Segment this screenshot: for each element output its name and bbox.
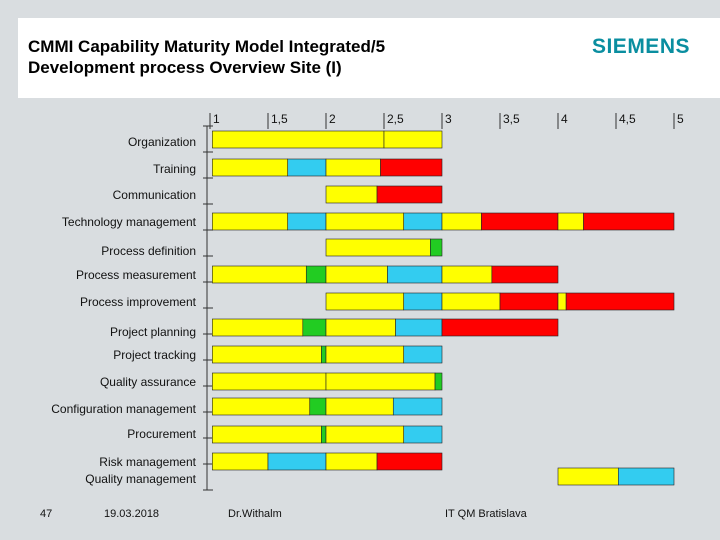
row-label: Training <box>153 162 196 176</box>
title-banner: CMMI Capability Maturity Model Integrate… <box>18 18 720 98</box>
bar-segment <box>212 372 327 391</box>
bar-segment <box>403 292 443 311</box>
x-tick-label: 5 <box>677 112 684 126</box>
bar-segment <box>557 467 619 486</box>
footer-department: IT QM Bratislava <box>445 508 527 520</box>
bar-segment <box>376 185 443 204</box>
bar-segment <box>325 345 405 364</box>
bar-segment <box>376 452 443 471</box>
bar-segment <box>309 397 327 416</box>
row-label: Communication <box>113 188 196 202</box>
bar-segment <box>387 265 443 284</box>
page-number: 47 <box>40 508 53 520</box>
bar-segment <box>212 212 289 231</box>
bar-segment <box>441 292 501 311</box>
bar-segment <box>212 425 322 444</box>
bar-segment <box>325 238 431 257</box>
bar-segment <box>302 318 327 337</box>
slide-title: CMMI Capability Maturity Model Integrate… <box>28 36 385 78</box>
row-label: Project tracking <box>113 348 196 362</box>
x-tick-label: 1 <box>213 112 220 126</box>
bar-segment <box>325 158 381 177</box>
bar-segment <box>325 397 394 416</box>
title-line-2: Development process Overview Site (I) <box>28 58 342 77</box>
bar-segment <box>565 292 675 311</box>
bar-segment <box>557 212 584 231</box>
bar-segment <box>325 372 436 391</box>
bar-segment <box>325 318 396 337</box>
bar-segment <box>395 318 443 337</box>
bar-segment <box>325 292 405 311</box>
bar-segment <box>392 397 443 416</box>
bar-segment <box>383 130 443 149</box>
bar-segment <box>380 158 443 177</box>
bar-segment <box>441 318 559 337</box>
bar-segment <box>441 265 493 284</box>
x-tick-label: 2,5 <box>387 112 404 126</box>
bar-segment <box>403 212 443 231</box>
row-label: Quality management <box>85 472 196 486</box>
bar-segment <box>212 158 289 177</box>
row-label: Process measurement <box>76 268 197 282</box>
row-label: Configuration management <box>51 402 196 416</box>
bar-segment <box>491 265 559 284</box>
row-label: Technology management <box>62 215 197 229</box>
footer-author: Dr.Withalm <box>228 508 282 520</box>
bar-segment <box>430 238 443 257</box>
bar-segment <box>212 397 311 416</box>
bar-segment <box>325 185 378 204</box>
row-label: Project planning <box>110 325 196 339</box>
row-label: Procurement <box>127 427 196 441</box>
bar-segment <box>212 452 269 471</box>
bar-segment <box>499 292 559 311</box>
bar-segment <box>267 452 327 471</box>
bar-segment <box>434 372 443 391</box>
bar-segment <box>212 265 307 284</box>
siemens-logo: SIEMENS <box>591 35 690 58</box>
bar-segment <box>212 345 322 364</box>
bar-segment <box>583 212 675 231</box>
bar-segment <box>321 425 327 444</box>
row-label: Quality assurance <box>100 375 196 389</box>
bar-segment <box>325 212 405 231</box>
bar-segment <box>325 265 388 284</box>
bar-segment <box>618 467 675 486</box>
row-label: Process improvement <box>80 295 197 309</box>
bar-segment <box>481 212 559 231</box>
x-tick-label: 2 <box>329 112 336 126</box>
bar-segment <box>403 425 443 444</box>
x-tick-label: 3 <box>445 112 452 126</box>
bar-segment <box>287 212 327 231</box>
title-line-1: CMMI Capability Maturity Model Integrate… <box>28 37 386 56</box>
row-label: Process definition <box>101 244 196 258</box>
bar-segment <box>441 212 482 231</box>
bar-segment <box>325 425 405 444</box>
row-label: Risk management <box>99 455 196 469</box>
bar-segment <box>325 452 378 471</box>
bar-segment <box>321 345 327 364</box>
x-tick-label: 3,5 <box>503 112 520 126</box>
bar-segment <box>287 158 327 177</box>
footer-date: 19.03.2018 <box>104 508 160 520</box>
bar-segment <box>403 345 443 364</box>
bar-segment <box>212 130 385 149</box>
x-tick-label: 4,5 <box>619 112 636 126</box>
bar-segment <box>305 265 327 284</box>
x-tick-label: 1,5 <box>271 112 288 126</box>
bar-segment <box>557 292 567 311</box>
bar-segment <box>212 318 304 337</box>
x-tick-label: 4 <box>561 112 568 126</box>
row-label: Organization <box>128 135 196 149</box>
